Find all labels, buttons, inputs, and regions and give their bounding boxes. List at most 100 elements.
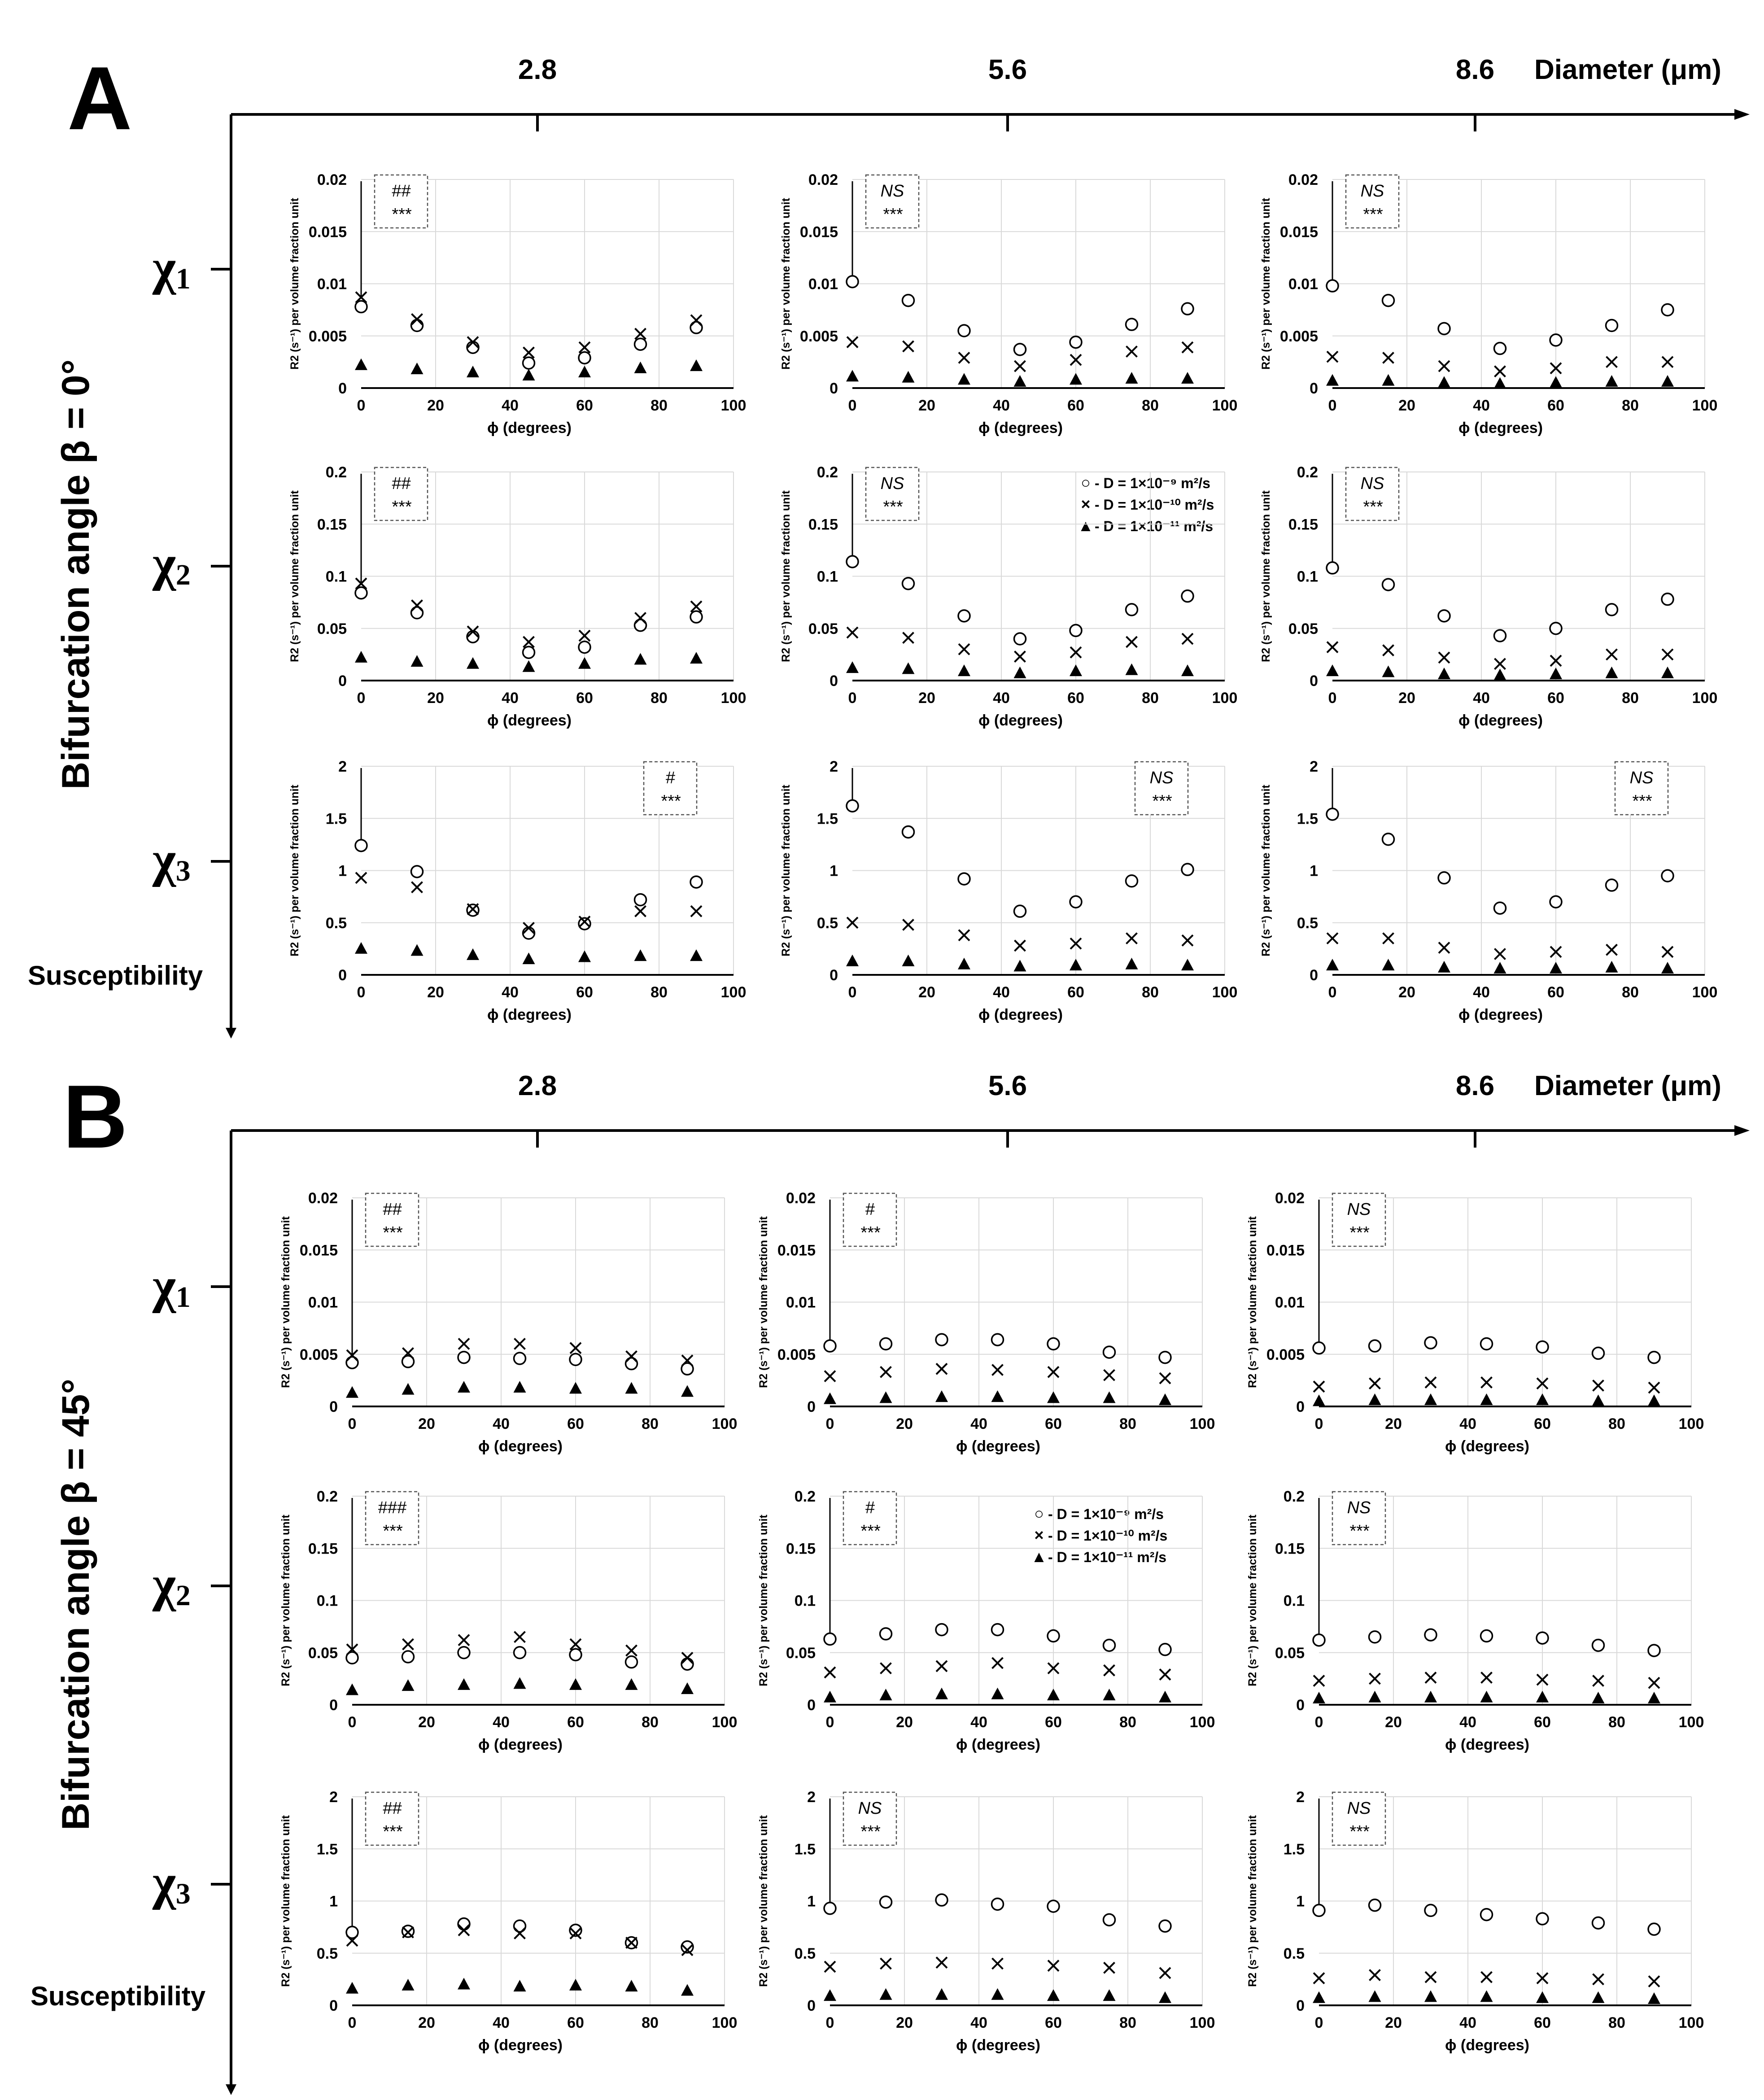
x-tick-label: 20 [1385,1415,1402,1432]
data-point [1382,644,1394,656]
cross-stroke [681,1651,694,1664]
x-tick-label: 40 [993,397,1010,414]
x-tick-label: 100 [712,2014,738,2031]
data-point [1313,1380,1325,1393]
y-tick-label: 1 [338,863,347,880]
cross-stroke [1648,1381,1660,1394]
subplot-b-r3-c2: 0 20 40 60 80 100 0 0.5 1 1.5 2 ϕ (degrees) R2 (s⁻¹)… [757,1789,1215,2054]
x-tick-label: 60 [1547,397,1564,414]
data-point [1368,1393,1381,1406]
data-point [879,1988,892,2000]
y-tick-label: 0.005 [1280,328,1318,345]
data-point [1326,374,1339,386]
y-tick-label: 2 [1296,1789,1305,1806]
data-point [402,1347,414,1359]
cross-stroke [1661,356,1674,368]
data-point [513,1381,526,1393]
x-tick-label: 80 [1119,2014,1136,2031]
data-point [991,1687,1004,1699]
y-tick-label: 1.5 [795,1841,816,1858]
diameter-tick-a-2: 5.6 [988,54,1027,85]
annotation-box [1332,1491,1386,1546]
y-tick-label: 0.1 [1284,1593,1305,1610]
y-tick-label: 0 [338,967,347,984]
data-point [1592,1380,1604,1392]
data-point [522,356,536,370]
series-triangle [1313,1990,1660,2004]
data-point [1126,345,1138,358]
y-tick-label: 0 [338,672,347,690]
data-point [458,1634,470,1646]
cross-stroke [1536,1972,1549,1984]
data-point [1326,932,1339,945]
subplot-b-r1-c1: 0 20 40 60 80 100 0 0.005 0.01 0.015 0.02 ϕ (degree… [279,1190,737,1455]
y-tick-label: 0.5 [1284,1945,1305,1962]
data-point [1605,603,1619,616]
data-point [1550,362,1562,375]
significance-annotation: NS *** [865,174,920,229]
data-point [458,1338,470,1350]
data-point [690,600,703,613]
data-point [522,646,536,659]
data-point [957,872,971,886]
cross-stroke [569,1638,582,1650]
panel-letter-b: B [63,1067,128,1167]
x-tick-label: 80 [1622,397,1639,414]
x-tick-label: 20 [1385,2014,1402,2031]
data-point [1313,1692,1325,1704]
data-point [1424,1971,1437,1983]
data-point [846,954,859,966]
x-tick-label: 0 [1328,690,1337,707]
data-point [935,1333,948,1346]
data-point [1494,948,1506,960]
data-point [1661,375,1674,387]
cross-stroke [824,1960,836,1973]
data-point [458,1678,470,1690]
series-circle [345,1646,694,1671]
annotation-line: *** [1362,205,1383,224]
data-point [346,1982,358,1994]
data-point [902,918,914,931]
y-tick-label: 1 [830,863,838,880]
data-point [1424,1690,1437,1703]
data-point [1648,1677,1660,1689]
cross-stroke [1070,354,1082,366]
series-triangle [1313,1690,1660,1704]
data-point [1536,1673,1549,1686]
x-tick-label: 20 [418,1415,435,1432]
annotation-line: *** [1349,1522,1370,1541]
x-tick-label: 100 [1692,690,1718,707]
cross-stroke [523,921,535,934]
x-tick-label: 40 [493,2014,510,2031]
series-cross [355,291,703,359]
data-point [1047,1337,1060,1351]
cross-stroke [1369,1969,1381,1981]
annotation-box [843,1791,897,1846]
x-tick-label: 80 [651,984,668,1001]
data-point [1606,943,1618,956]
cross-stroke [346,1934,358,1947]
annotation-line: ## [383,1200,402,1219]
y-tick-label: 0.2 [317,1488,338,1505]
data-point [824,1370,836,1382]
data-point [578,366,591,378]
data-point [1313,1394,1325,1406]
data-point [402,1638,414,1650]
annotation-line: *** [1349,1822,1370,1841]
cross-stroke [1014,360,1026,372]
y-tick-label: 0.2 [1297,464,1318,481]
series-circle [823,1893,1172,1933]
x-tick-label: 40 [970,1714,987,1731]
data-point [355,651,367,663]
data-point [690,314,703,327]
y-tick-label: 0.01 [317,276,347,293]
annotation-box [1345,467,1400,521]
y-tick-label: 0.05 [786,1645,816,1662]
data-point [467,625,479,638]
x-tick-label: 20 [427,984,444,1001]
data-point [902,662,915,674]
circle-icon: ○ [1034,1504,1044,1523]
data-point [634,361,647,373]
x-tick-label: 0 [848,397,857,414]
